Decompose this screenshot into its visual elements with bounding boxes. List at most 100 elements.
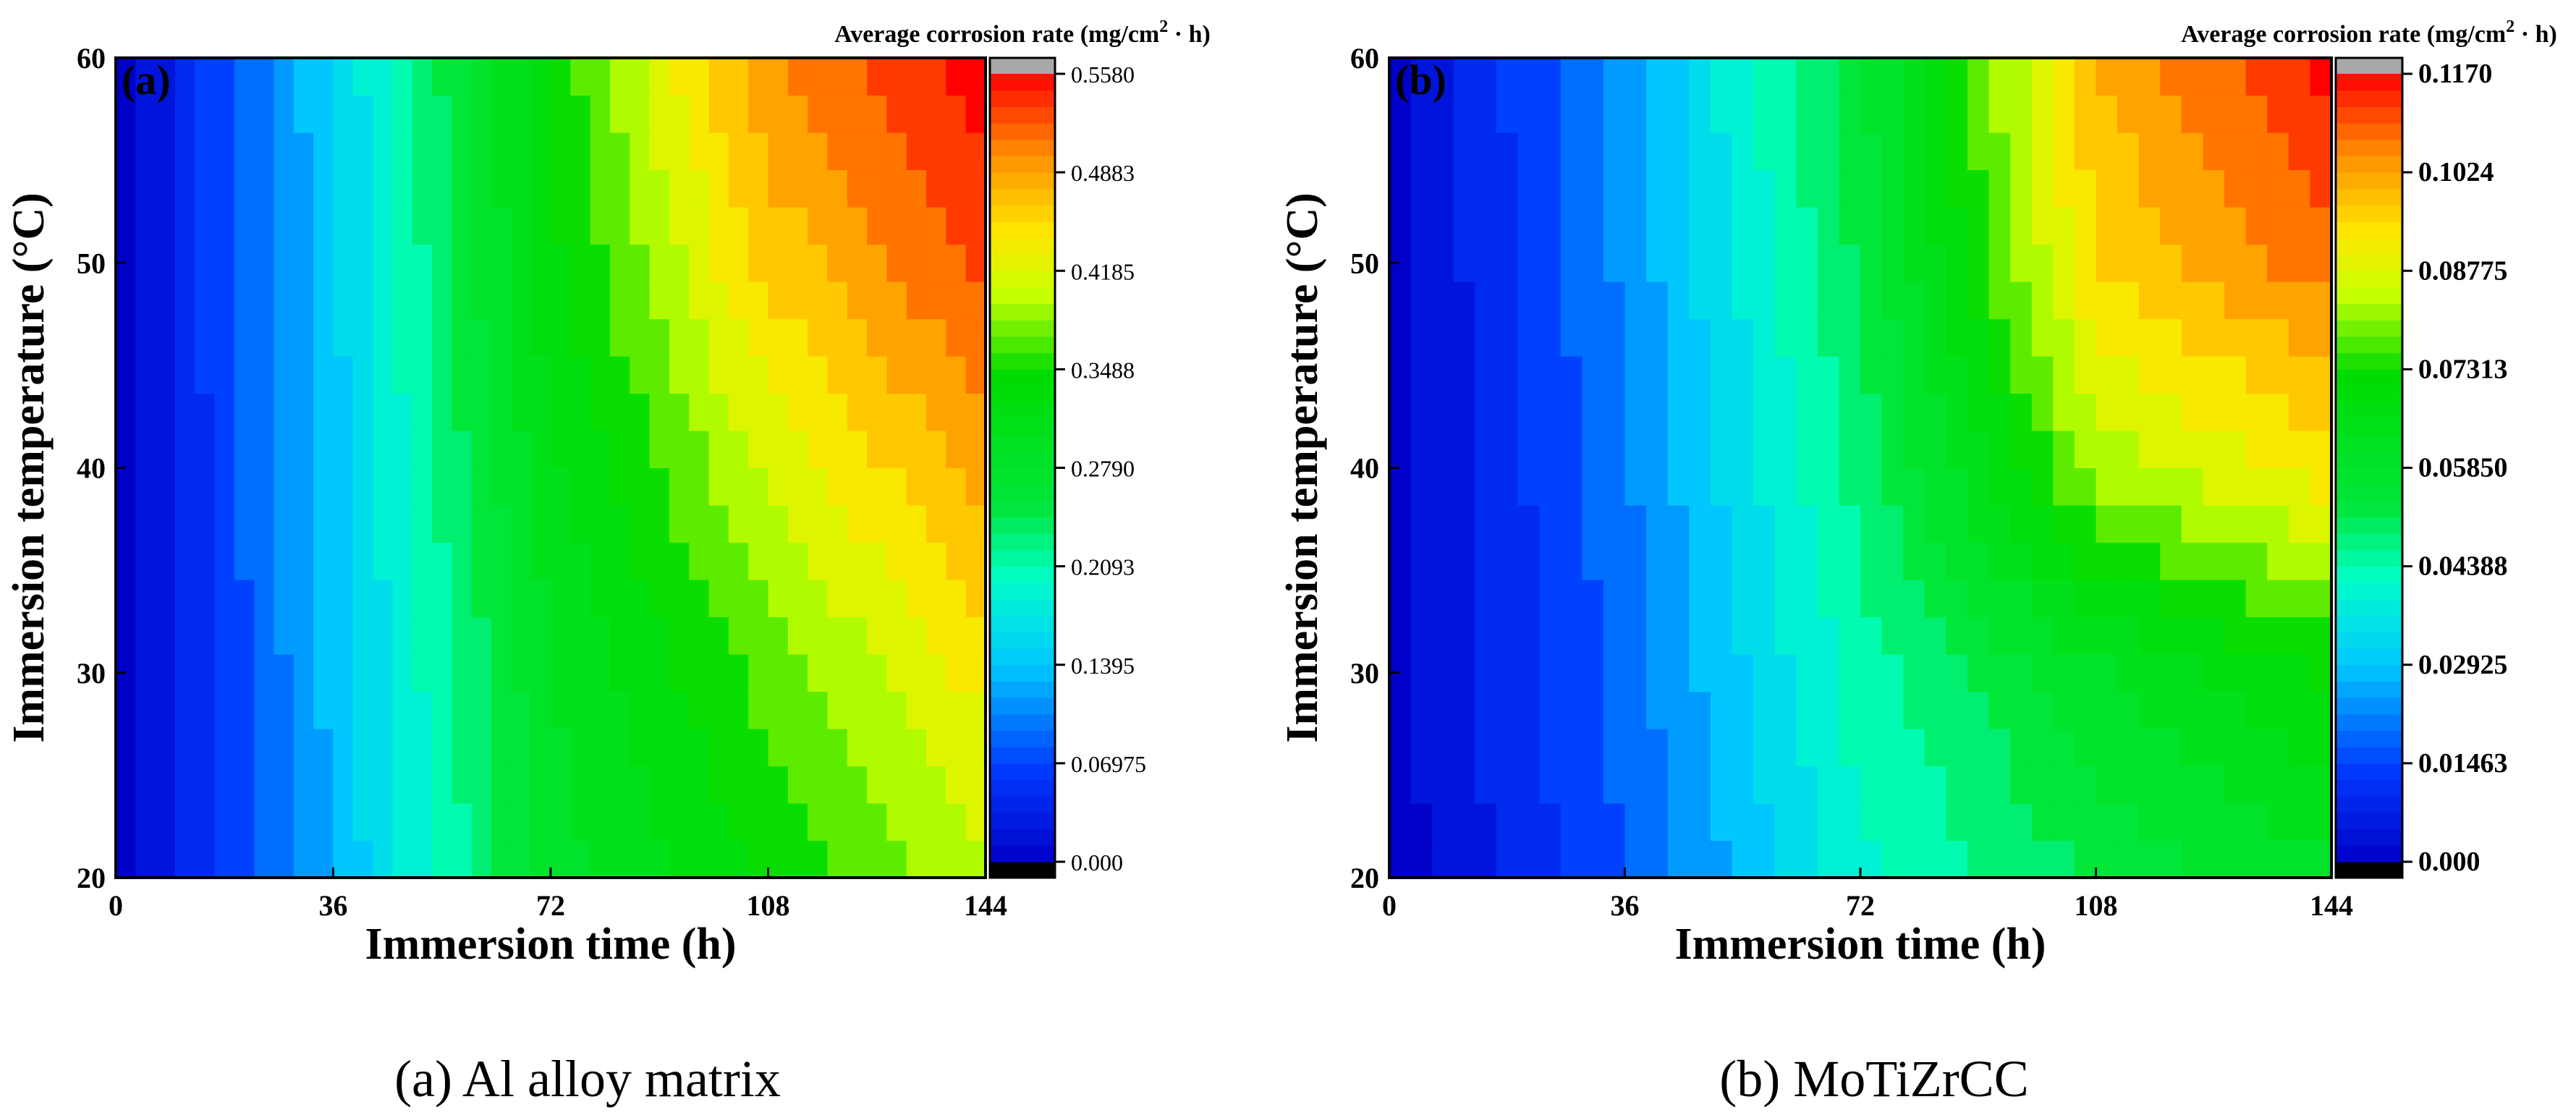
heatmap-cell [2267,729,2289,767]
heatmap-cell [511,542,532,580]
heatmap-cell [274,542,295,580]
heatmap-cell [1389,803,1412,841]
heatmap-cell [1774,766,1797,804]
colorbar-underflow-cap [990,862,1055,878]
heatmap-cell [333,281,354,320]
heatmap-cell [1389,169,1412,208]
heatmap-cell [1667,766,1690,804]
heatmap-cell [1839,616,1861,655]
heatmap-cell [708,207,729,245]
heatmap-cell [135,467,156,506]
colorbar-tick-label: 0.04388 [2418,551,2508,582]
heatmap-cell [2224,542,2247,580]
heatmap-cell [1603,207,1626,245]
heatmap-cell [906,281,927,320]
heatmap-cell [748,393,769,431]
colorbar-segment [2336,533,2402,551]
heatmap-cell [609,840,630,878]
heatmap-cell [313,467,334,506]
heatmap-cell [2203,766,2225,804]
y-tick-label: 30 [1350,657,1379,690]
heatmap-cell [2203,803,2225,841]
heatmap-cell [2074,616,2097,655]
heatmap-cell [1389,505,1412,543]
heatmap-cell [452,803,473,841]
heatmap-cell [333,505,354,543]
heatmap-cell [1732,654,1754,692]
heatmap-cell [1667,281,1690,320]
heatmap-cell [906,654,927,692]
heatmap-cell [965,505,986,543]
heatmap-cell [2245,766,2268,804]
heatmap-cell [214,169,235,208]
heatmap-cell [1646,467,1669,506]
heatmap-cell [1860,95,1883,133]
heatmap-cell [609,132,630,171]
heatmap-cell [708,132,729,171]
x-tick-label: 108 [2075,889,2118,922]
heatmap-cell [630,803,651,841]
heatmap-cell [135,803,156,841]
heatmap-cell [2160,393,2182,431]
heatmap-cell [1753,318,1776,357]
heatmap-cell [2053,616,2075,655]
heatmap-cell [155,766,176,804]
heatmap-cell [2203,95,2225,133]
heatmap-cell [1432,766,1454,804]
heatmap-cell [787,318,808,357]
heatmap-cell [2074,58,2097,96]
heatmap-cell [293,840,314,878]
heatmap-cell [2181,281,2204,320]
heatmap-cell [1732,840,1754,878]
heatmap-cell [867,654,888,692]
heatmap-cell [1689,431,1711,469]
heatmap-cell [965,95,986,133]
heatmap-cell [768,393,789,431]
heatmap-cell [2010,244,2033,282]
heatmap-cell [432,729,453,767]
heatmap-cell [1539,281,1562,320]
heatmap-cell [1603,318,1626,357]
colorbar-segment [2336,763,2402,781]
heatmap-cell [1946,393,1968,431]
heatmap-cell [1839,766,1861,804]
heatmap-cell [491,431,512,469]
heatmap-cell [1496,431,1519,469]
heatmap-cell [491,616,512,655]
heatmap-cell [412,616,433,655]
heatmap-cell [135,729,156,767]
heatmap-cell [373,318,394,357]
heatmap-cell [135,766,156,804]
heatmap-cell [491,244,512,282]
heatmap-cell [2010,654,2033,692]
heatmap-cell [116,95,136,133]
heatmap-cell [867,244,888,282]
heatmap-cell [1689,803,1711,841]
heatmap-cell [551,58,571,96]
heatmap-cell [412,95,433,133]
heatmap-cell [827,244,848,282]
heatmap-cell [1817,132,1840,171]
colorbar-segment [990,156,1055,173]
heatmap-cell [452,207,473,245]
heatmap-cell [2203,729,2225,767]
heatmap-cell [1753,431,1776,469]
panel-label: (b) [1395,56,1446,103]
heatmap-cell [234,467,255,506]
colorbar-segment [2336,352,2402,370]
colorbar-title-sup: 2 [1159,17,1168,36]
heatmap-cell [1603,281,1626,320]
heatmap-cell [649,467,670,506]
heatmap-cell [1796,393,1818,431]
heatmap-cell [1881,654,1904,692]
heatmap-cell [2160,132,2182,171]
heatmap-cell [1988,132,2011,171]
heatmap-cell [1967,542,1990,580]
heatmap-cell [2310,654,2332,692]
heatmap-cell [234,58,255,96]
heatmap-cell [1881,505,1904,543]
heatmap-cell [926,58,946,96]
heatmap-cell [1517,318,1540,357]
heatmap-cell [2031,729,2054,767]
heatmap-cell [886,244,907,282]
